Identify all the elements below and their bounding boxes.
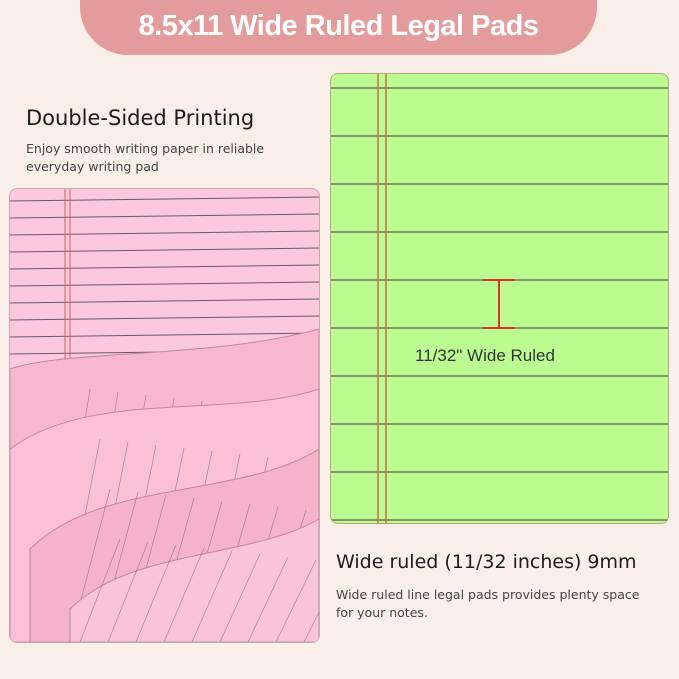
ruling-label: 11/32" Wide Ruled <box>415 346 555 365</box>
pink-curled-pages <box>10 189 319 642</box>
ruling-measure-marker <box>483 279 515 329</box>
right-heading: Wide ruled (11/32 inches) 9mm <box>336 551 637 573</box>
rule-line <box>10 298 319 304</box>
curled-page <box>69 518 319 642</box>
curled-rule-line <box>275 559 317 642</box>
rule-line <box>10 264 319 270</box>
pink-legal-pad <box>9 188 320 643</box>
rule-line <box>10 315 319 321</box>
curled-rule-line <box>191 550 233 642</box>
left-description: Enjoy smooth writing paper in reliable e… <box>26 141 265 174</box>
green-legal-pad: 11/32" Wide Ruled <box>330 73 669 524</box>
rule-line <box>10 332 319 338</box>
right-description: Wide ruled line legal pads provides plen… <box>336 587 640 620</box>
curled-rule-line <box>163 547 205 642</box>
rule-line <box>10 247 319 253</box>
rule-line <box>10 213 319 219</box>
curled-rule-line <box>79 538 121 642</box>
left-heading: Double-Sided Printing <box>26 106 255 130</box>
rule-line <box>10 196 319 202</box>
banner-title: 8.5x11 Wide Ruled Legal Pads <box>138 10 539 42</box>
rule-line <box>10 281 319 287</box>
curled-rule-line <box>303 611 319 642</box>
rule-line <box>10 230 319 236</box>
curled-rule-line <box>247 556 289 642</box>
curled-rule-line <box>219 553 261 642</box>
green-ruled-lines <box>331 74 668 523</box>
curled-rule-line <box>135 544 177 642</box>
title-banner: 8.5x11 Wide Ruled Legal Pads <box>80 0 597 55</box>
curled-rule-line <box>107 541 149 642</box>
